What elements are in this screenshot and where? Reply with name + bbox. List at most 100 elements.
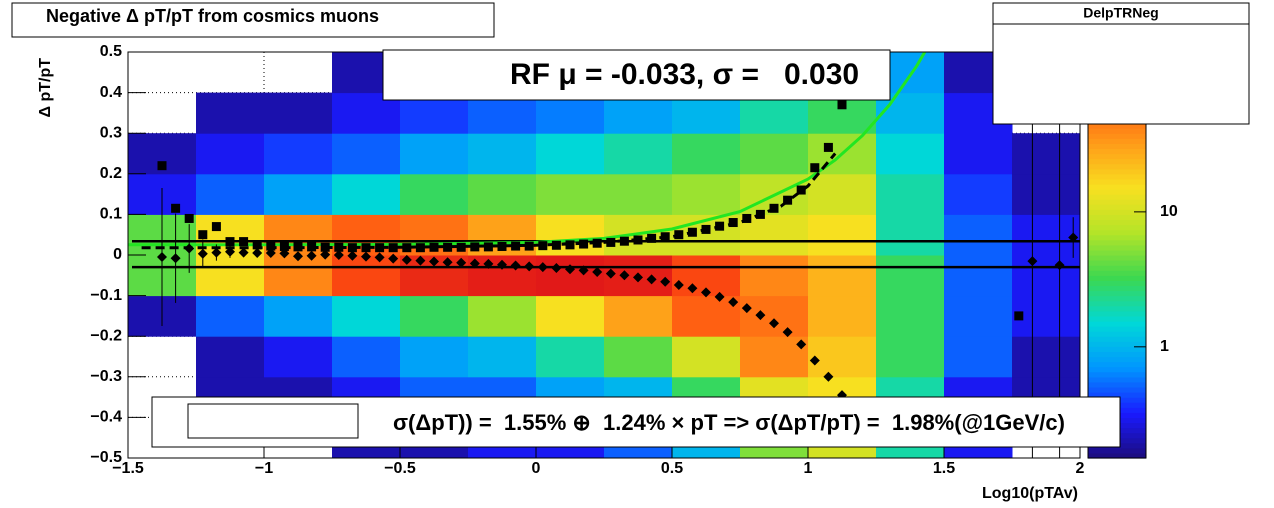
z-tick-label: 10 [1160, 203, 1178, 220]
marker-square [211, 222, 221, 232]
colorbar-segment [1088, 138, 1146, 144]
stats-box [992, 2, 1250, 125]
marker-square [647, 233, 657, 243]
heat-cell [808, 336, 877, 378]
heat-cell [468, 336, 537, 378]
marker-diamond [1068, 232, 1079, 243]
colorbar-segment [1088, 331, 1146, 337]
marker-diamond [646, 274, 657, 285]
marker-diamond [537, 262, 548, 273]
marker-square [796, 185, 806, 195]
heat-cell [332, 133, 401, 175]
marker-diamond [211, 247, 222, 258]
marker-square [307, 242, 317, 252]
colorbar-segment [1088, 255, 1146, 261]
x-axis-label: Log10(pTAv) [982, 485, 1078, 502]
heat-cell [808, 255, 877, 297]
marker-diamond [442, 257, 453, 268]
y-tick-label: 0.1 [100, 206, 122, 223]
colorbar-segment [1088, 295, 1146, 302]
marker-diamond [701, 287, 711, 298]
x-tick-label: −0.5 [384, 460, 416, 477]
marker-diamond [769, 318, 779, 329]
marker-diamond [238, 247, 249, 258]
heat-cell [604, 133, 673, 175]
colorbar-segment [1088, 361, 1146, 368]
heat-cell [332, 295, 401, 337]
marker-square [402, 243, 412, 253]
colorbar-segment [1088, 386, 1146, 393]
marker-square [742, 213, 752, 223]
colorbar-segment [1088, 194, 1146, 200]
marker-diamond [782, 327, 793, 338]
marker-square [511, 241, 521, 251]
marker-square [293, 242, 303, 252]
heat-cell [672, 173, 741, 215]
heat-cell [944, 214, 1013, 256]
marker-square [633, 235, 643, 245]
marker-diamond [483, 258, 494, 269]
marker-diamond [170, 253, 181, 264]
colorbar-segment [1088, 143, 1146, 150]
marker-diamond [429, 256, 439, 267]
marker-square [198, 230, 208, 240]
heat-cell [876, 336, 945, 378]
marker-diamond [401, 254, 412, 265]
marker-diamond [796, 339, 807, 350]
marker-square [361, 243, 371, 253]
heat-cell [196, 255, 265, 297]
chart-title: Negative Δ pT/pT from cosmics muons [46, 6, 379, 26]
marker-diamond [157, 252, 167, 263]
y-tick-label: 0.5 [100, 43, 122, 60]
marker-square [266, 241, 276, 251]
colorbar-segment [1088, 351, 1146, 358]
marker-diamond [497, 259, 507, 270]
marker-square [483, 242, 493, 252]
heat-cell [264, 173, 333, 215]
marker-square [769, 203, 779, 213]
heat-cell [876, 255, 945, 297]
heat-cell [672, 133, 741, 175]
heat-cell [196, 133, 265, 175]
colorbar-segment [1088, 153, 1146, 160]
colorbar-segment [1088, 239, 1146, 246]
heat-cell [604, 336, 673, 378]
marker-square [551, 240, 561, 250]
marker-diamond [633, 272, 643, 283]
heat-cell [400, 133, 469, 175]
marker-square [728, 218, 738, 228]
marker-diamond [320, 249, 331, 260]
colorbar-segment [1088, 320, 1146, 327]
heat-cell [1012, 133, 1080, 175]
marker-square [347, 243, 357, 253]
marker-square [619, 236, 629, 246]
marker-diamond [388, 253, 399, 264]
colorbar-segment [1088, 229, 1146, 236]
marker-diamond [551, 262, 562, 273]
y-axis-label: Δ pT/pT [37, 58, 54, 118]
marker-diamond [823, 371, 834, 382]
marker-diamond [741, 303, 752, 314]
marker-diamond [347, 250, 358, 261]
y-tick-label: 0 [113, 246, 122, 263]
colorbar-segment [1088, 204, 1146, 210]
colorbar-segment [1088, 285, 1146, 292]
heat-cell [876, 214, 945, 256]
heat-cell [944, 173, 1013, 215]
marker-square [225, 237, 235, 247]
marker-square [674, 230, 684, 240]
colorbar-segment [1088, 447, 1146, 454]
colorbar-segment [1088, 183, 1146, 190]
heat-cell [1012, 255, 1080, 297]
x-tick-label: 0 [532, 460, 541, 477]
marker-diamond [728, 297, 739, 308]
colorbar-segment [1088, 178, 1146, 185]
marker-diamond [1027, 256, 1038, 267]
colorbar-segment [1088, 280, 1146, 287]
marker-diamond [660, 276, 671, 287]
title-box [11, 2, 495, 38]
marker-square [470, 242, 480, 252]
heat-cell [196, 92, 265, 134]
heat-cell [264, 255, 333, 297]
colorbar-segment [1088, 376, 1146, 383]
